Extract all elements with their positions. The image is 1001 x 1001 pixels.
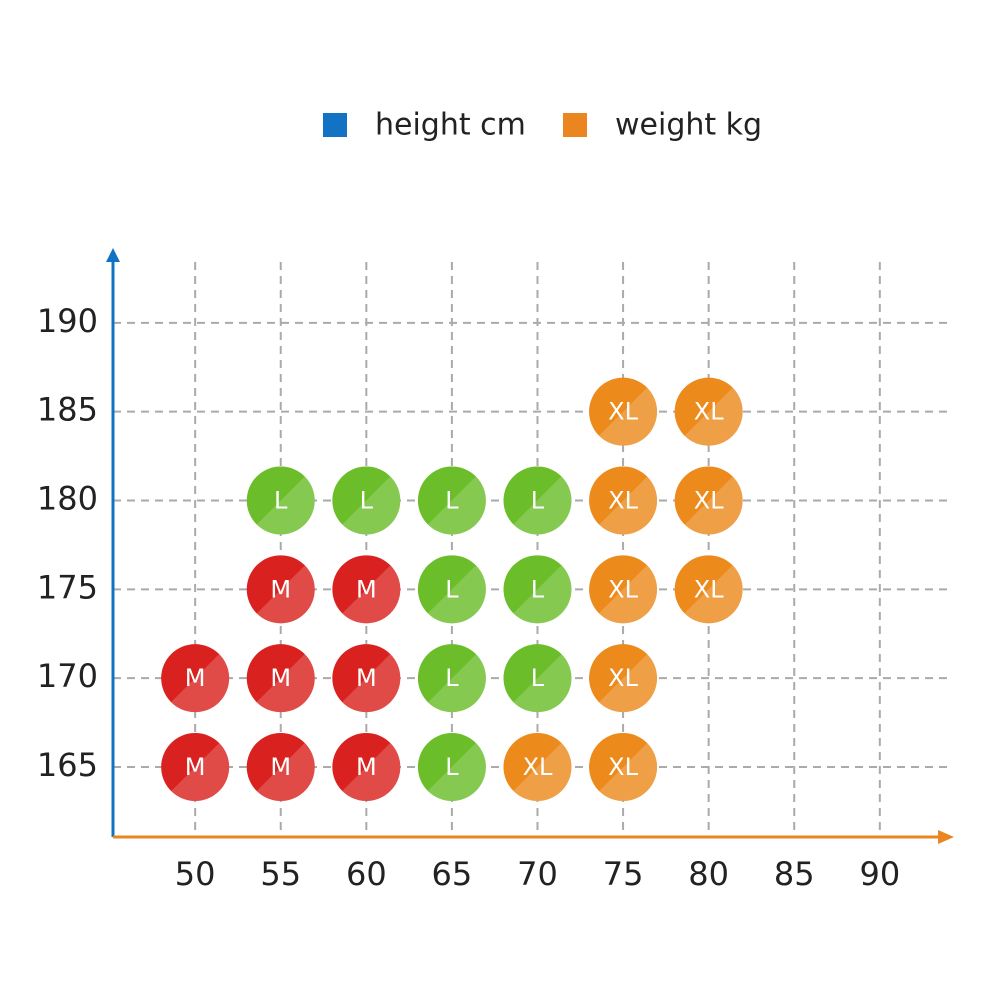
- dot-label: L: [445, 487, 459, 515]
- dot-label: L: [360, 487, 374, 515]
- x-tick-label: 65: [432, 855, 473, 893]
- dot-label: M: [270, 575, 291, 603]
- dot-shine: [332, 733, 401, 802]
- dot-label: M: [356, 575, 377, 603]
- dot-shine: [503, 644, 572, 713]
- dot-label: XL: [608, 487, 638, 515]
- y-tick-label: 190: [37, 302, 98, 340]
- dot-label: M: [185, 753, 206, 781]
- x-tick-label: 70: [517, 855, 558, 893]
- dot-shine: [246, 733, 315, 802]
- x-tick-label: 85: [774, 855, 815, 893]
- dot-shine: [332, 644, 401, 713]
- dot-shine: [246, 555, 315, 624]
- dot-label: L: [445, 664, 459, 692]
- dot-shine: [674, 555, 743, 624]
- dot-shine: [589, 733, 658, 802]
- dot-label: M: [356, 664, 377, 692]
- dot-label: XL: [608, 753, 638, 781]
- legend-swatch: [563, 113, 587, 137]
- dot-shine: [589, 377, 658, 446]
- x-axis-arrow: [938, 830, 954, 844]
- dot-shine: [246, 644, 315, 713]
- dot-label: L: [531, 664, 545, 692]
- dot-shine: [503, 733, 572, 802]
- legend-label: weight kg: [615, 108, 762, 143]
- y-tick-label: 170: [37, 657, 98, 695]
- dot-label: XL: [694, 487, 724, 515]
- dot-shine: [417, 644, 486, 713]
- dot-label: XL: [523, 753, 553, 781]
- dot-shine: [674, 466, 743, 535]
- dot-label: XL: [608, 664, 638, 692]
- dot-shine: [246, 466, 315, 535]
- dot-shine: [161, 644, 230, 713]
- dot-label: XL: [694, 575, 724, 603]
- x-tick-label: 90: [859, 855, 900, 893]
- dot-label: L: [445, 575, 459, 603]
- dot-label: XL: [608, 398, 638, 426]
- y-tick-label: 180: [37, 480, 98, 518]
- dot-shine: [674, 377, 743, 446]
- dot-shine: [589, 644, 658, 713]
- dot-shine: [417, 555, 486, 624]
- dot-shine: [161, 733, 230, 802]
- x-tick-label: 80: [688, 855, 729, 893]
- dot-shine: [503, 466, 572, 535]
- dot-label: M: [356, 753, 377, 781]
- y-tick-label: 175: [37, 568, 98, 606]
- x-tick-label: 55: [260, 855, 301, 893]
- dot-shine: [417, 466, 486, 535]
- dot-shine: [332, 555, 401, 624]
- dot-label: L: [445, 753, 459, 781]
- legend-swatch: [323, 113, 347, 137]
- dot-label: XL: [694, 398, 724, 426]
- y-tick-label: 185: [37, 391, 98, 429]
- y-tick-label: 165: [37, 746, 98, 784]
- dot-label: M: [270, 664, 291, 692]
- dot-shine: [589, 466, 658, 535]
- dot-label: L: [274, 487, 288, 515]
- dot-label: L: [531, 575, 545, 603]
- dot-shine: [332, 466, 401, 535]
- dot-shine: [589, 555, 658, 624]
- x-tick-label: 50: [175, 855, 216, 893]
- dot-label: L: [531, 487, 545, 515]
- dot-label: M: [270, 753, 291, 781]
- dot-shine: [417, 733, 486, 802]
- dot-shine: [503, 555, 572, 624]
- dot-label: M: [185, 664, 206, 692]
- x-tick-label: 75: [603, 855, 644, 893]
- x-tick-label: 60: [346, 855, 387, 893]
- dot-label: XL: [608, 575, 638, 603]
- y-axis-arrow: [106, 248, 120, 262]
- legend-label: height cm: [375, 108, 526, 143]
